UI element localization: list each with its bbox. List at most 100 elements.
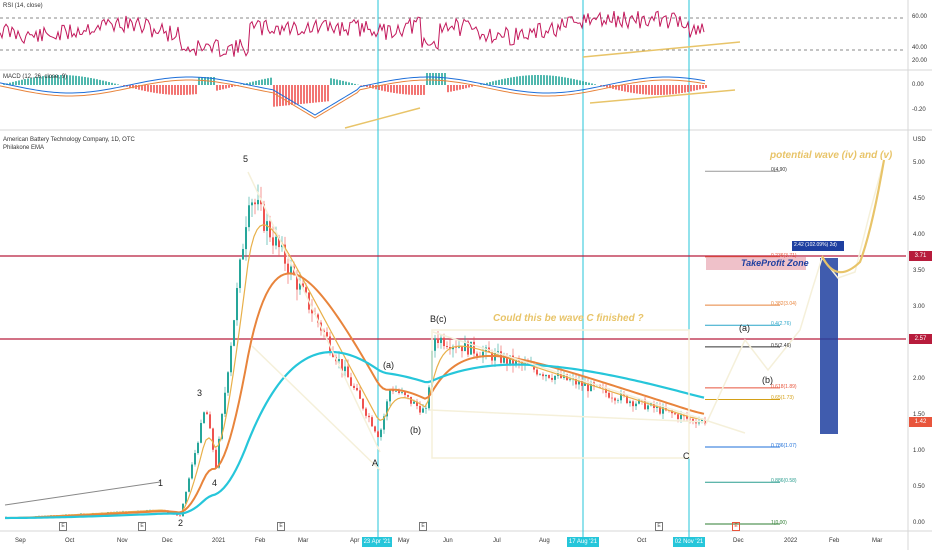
macd-hist-bar — [519, 76, 521, 85]
earnings-marker[interactable]: E — [655, 522, 663, 531]
candle-body — [614, 398, 616, 400]
price-badge-last: 1.42 — [909, 417, 932, 427]
macd-hist-bar — [525, 76, 527, 85]
macd-hist-bar — [81, 77, 83, 85]
macd-hist-bar — [423, 85, 425, 95]
macd-hist-bar — [411, 85, 413, 95]
candle-body — [239, 259, 241, 288]
macd-hist-bar — [84, 77, 86, 85]
earnings-marker[interactable]: E — [138, 522, 146, 531]
macd-hist-bar — [435, 73, 437, 85]
macd-hist-bar — [468, 85, 470, 87]
price-tick: 0.00 — [913, 520, 925, 526]
fib-level-label: 0.65(1.73) — [771, 395, 794, 401]
candle-body — [245, 227, 247, 249]
macd-hist-bar — [591, 83, 593, 85]
earnings-marker[interactable]: E — [732, 522, 740, 531]
macd-hist-bar — [687, 85, 689, 92]
macd-hist-bar — [285, 85, 287, 106]
candle-body — [611, 398, 613, 399]
macd-hist-bar — [642, 85, 644, 94]
price-badge-resistance: 3.71 — [909, 251, 932, 261]
fib-level-label: 0.786(1.07) — [771, 443, 797, 449]
time-label: 2022 — [784, 538, 797, 544]
candle-body — [539, 374, 541, 375]
earnings-marker[interactable]: E — [419, 522, 427, 531]
macd-hist-bar — [675, 85, 677, 94]
candle-body — [569, 379, 571, 380]
candle-body — [254, 202, 256, 204]
wave-label-b1: (b) — [410, 425, 421, 435]
candle-body — [194, 453, 196, 464]
time-label: Jun — [443, 538, 453, 544]
macd-hist-bar — [159, 85, 161, 94]
macd-hist-bar — [651, 85, 653, 95]
macd-hist-bar — [273, 85, 275, 107]
macd-hist-bar — [501, 79, 503, 85]
macd-hist-bar — [90, 78, 92, 85]
macd-hist-bar — [183, 85, 185, 95]
macd-hist-bar — [168, 85, 170, 95]
candle-body — [233, 320, 235, 346]
macd-hist-bar — [528, 75, 530, 85]
macd-level-0: 0.00 — [912, 82, 924, 88]
fib-level-label: 0(4.90) — [771, 167, 787, 173]
currency-label: USD — [913, 137, 926, 143]
macd-hist-bar — [387, 85, 389, 92]
time-label: Feb — [255, 538, 265, 544]
candle-body — [215, 450, 217, 468]
macd-hist-bar — [186, 85, 188, 95]
candle-body — [353, 386, 355, 388]
wave-label-A: A — [372, 458, 378, 468]
macd-hist-bar — [261, 79, 263, 85]
earnings-marker[interactable]: E — [59, 522, 67, 531]
macd-hist-bar — [375, 85, 377, 89]
candle-body — [446, 346, 448, 347]
macd-hist-bar — [438, 73, 440, 85]
macd-hist-bar — [195, 85, 197, 94]
wave-label-a2: (a) — [739, 323, 750, 333]
wave-label-a1: (a) — [383, 360, 394, 370]
time-label: Mar — [298, 538, 308, 544]
macd-hist-bar — [114, 84, 116, 85]
time-label: Sep — [15, 538, 26, 544]
macd-hist-bar — [99, 80, 101, 85]
macd-hist-bar — [414, 85, 416, 95]
indicator-name: Philakone EMA — [3, 145, 44, 151]
candle-body — [356, 388, 358, 390]
candle-body — [371, 417, 373, 426]
macd-hist-bar — [507, 78, 509, 85]
candle-body — [398, 391, 400, 393]
candle-body — [344, 367, 346, 372]
macd-hist-bar — [165, 85, 167, 94]
candle-body — [674, 413, 676, 414]
macd-hist-bar — [297, 85, 299, 104]
macd-hist-bar — [189, 85, 191, 95]
macd-hist-bar — [342, 81, 344, 85]
candle-body — [368, 416, 370, 417]
earnings-marker[interactable]: E — [277, 522, 285, 531]
fib-level-label: 0.382(3.04) — [771, 301, 797, 307]
measure-label: 2.42 (102.09%) 2d) — [794, 242, 837, 248]
wave-label-5: 5 — [243, 154, 248, 164]
macd-hist-bar — [624, 85, 626, 92]
macd-hist-bar — [594, 84, 596, 85]
price-badge-resistance-2: 2.57 — [909, 334, 932, 344]
candle-body — [548, 375, 550, 378]
time-label: Feb — [829, 538, 839, 544]
time-label: May — [398, 538, 409, 544]
candle-body — [434, 338, 436, 350]
macd-hist-bar — [429, 73, 431, 85]
time-label: Oct — [637, 538, 646, 544]
macd-hist-bar — [219, 85, 221, 90]
macd-hist-bar — [627, 85, 629, 92]
macd-hist-bar — [354, 84, 356, 85]
macd-hist-bar — [630, 85, 632, 93]
macd-hist-bar — [522, 76, 524, 85]
macd-hist-bar — [648, 85, 650, 95]
date-badge-apr: 23 Apr '21 — [362, 537, 392, 547]
macd-hist-bar — [300, 85, 302, 104]
candle-body — [251, 202, 253, 205]
macd-hist-bar — [231, 85, 233, 87]
